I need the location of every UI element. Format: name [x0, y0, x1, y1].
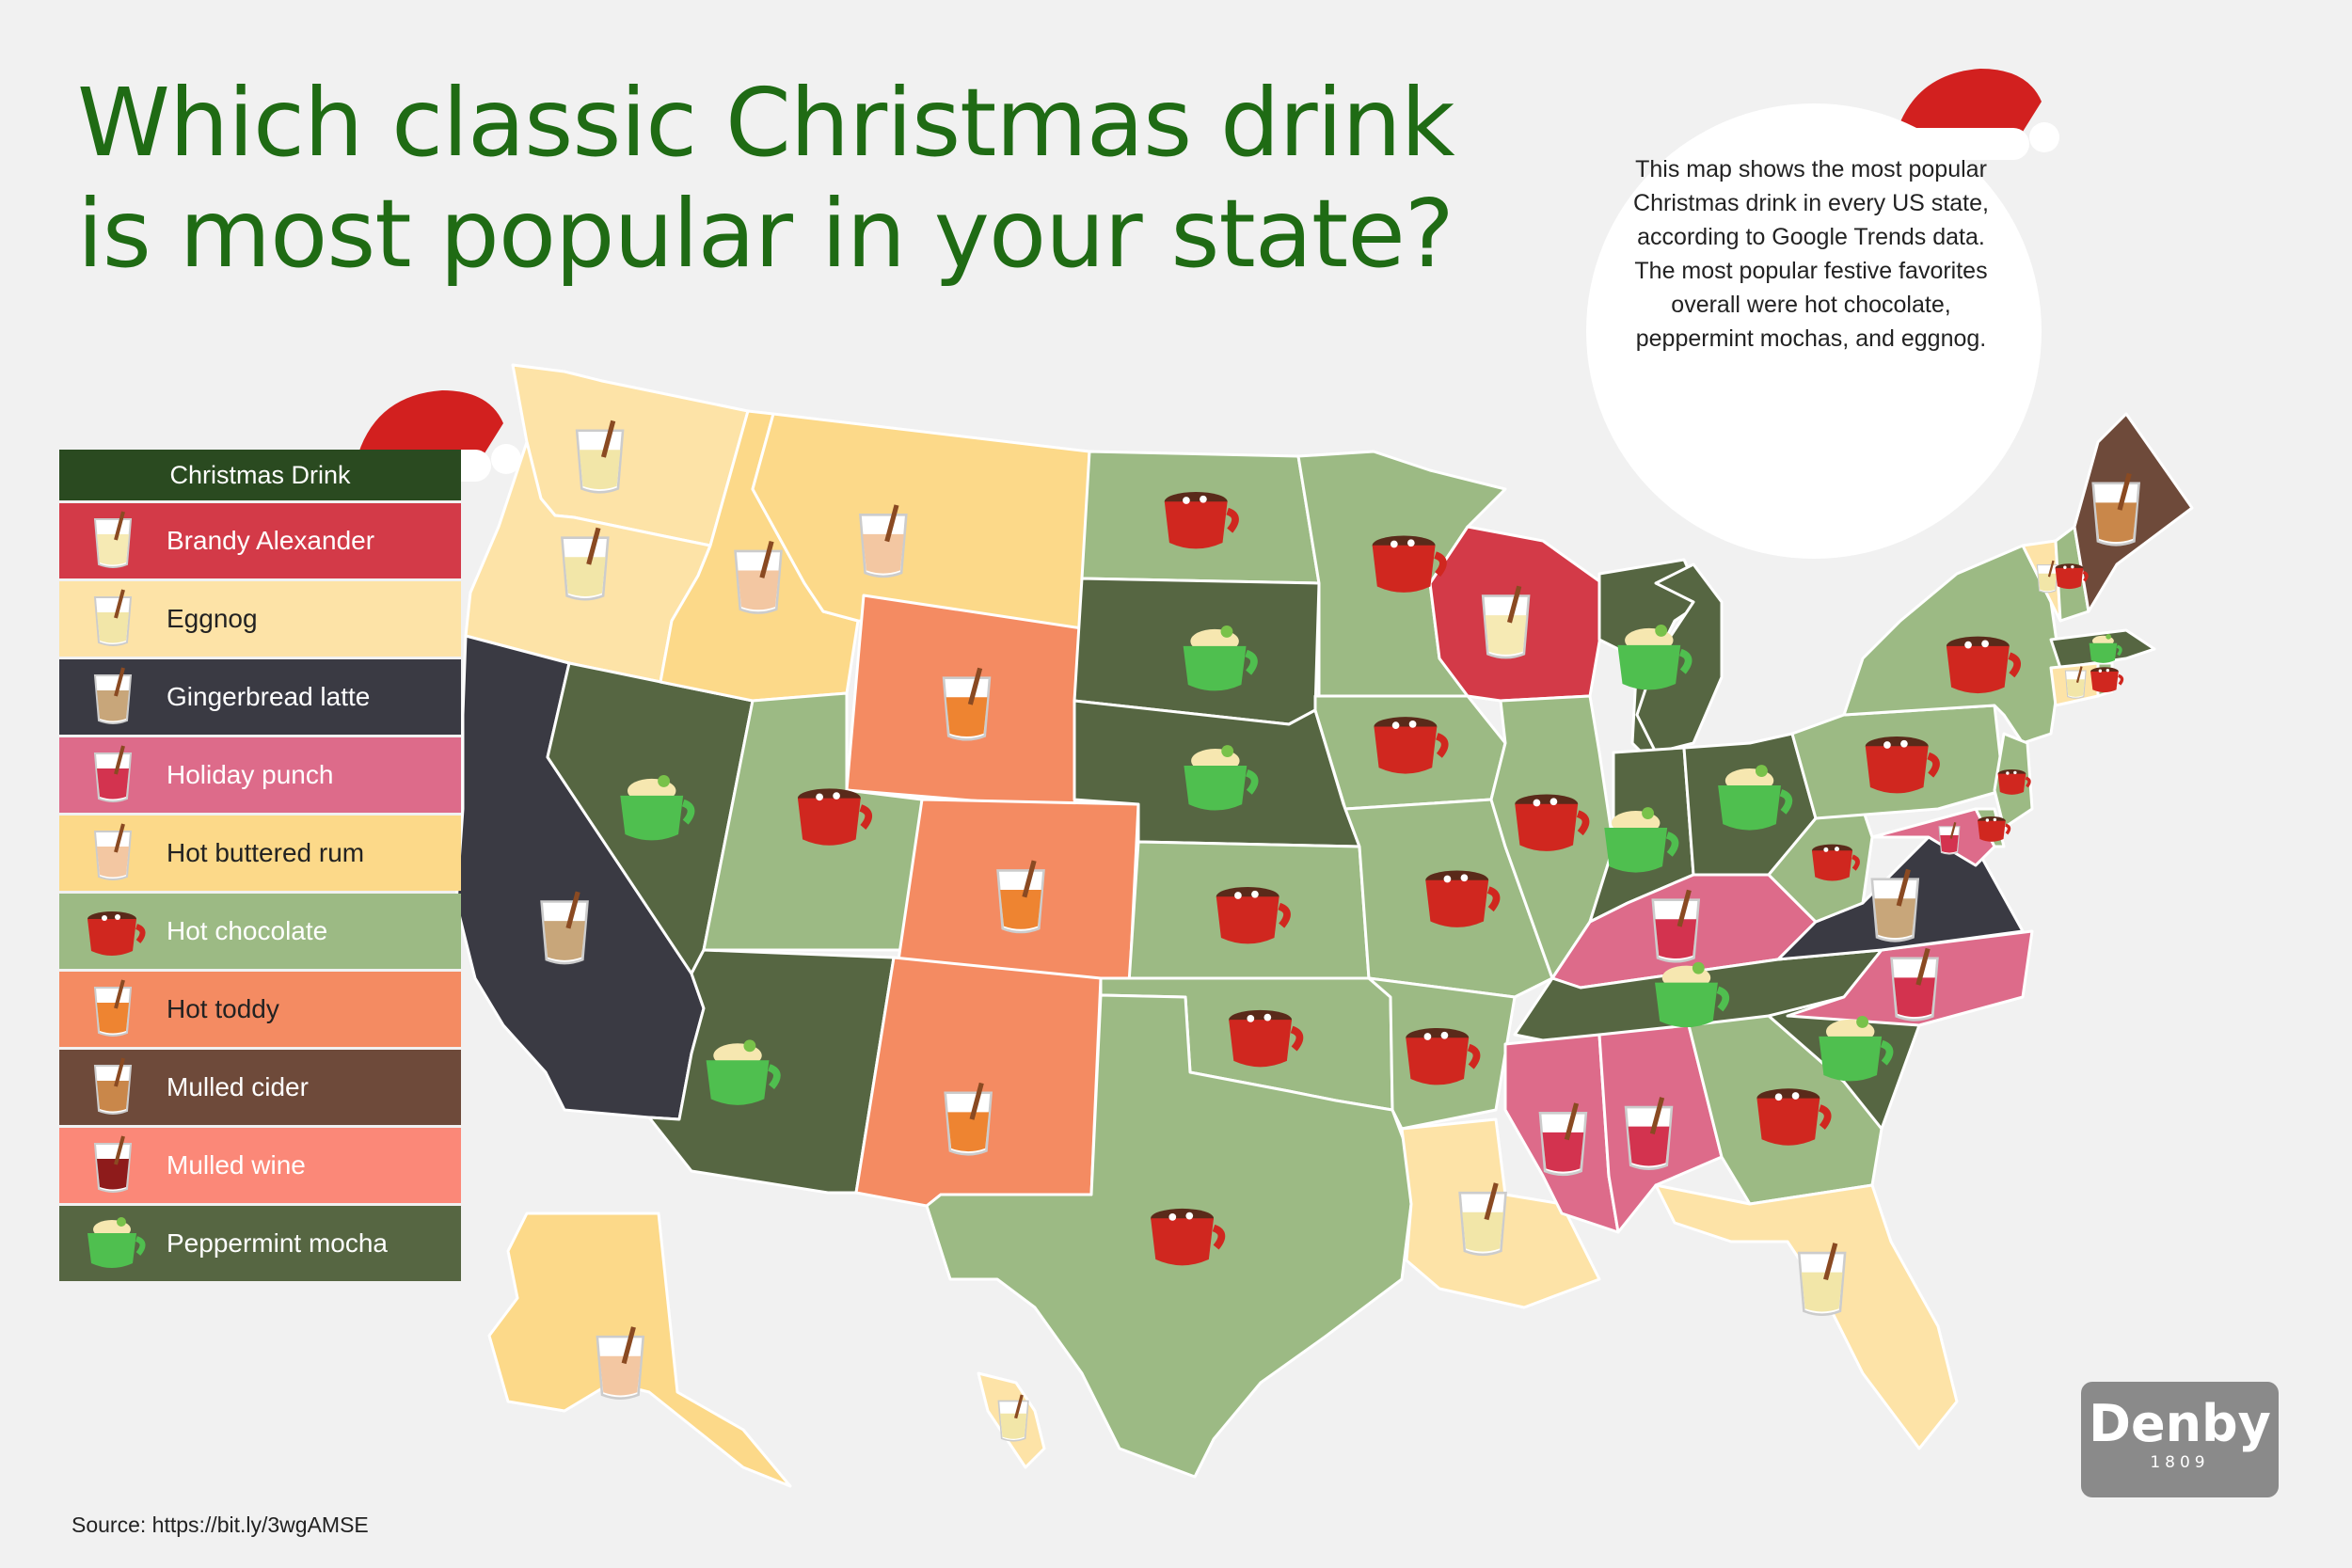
legend-item-rum: Hot buttered rum	[59, 816, 461, 891]
state-florida	[1654, 1183, 1959, 1450]
legend-item-toddy: Hot toddy	[59, 972, 461, 1047]
drink-marker-choc	[1406, 1028, 1481, 1085]
drink-marker-choc	[1946, 636, 2021, 694]
legend-item-wine: Mulled wine	[59, 1128, 461, 1203]
drink-marker-toddy	[944, 1082, 993, 1156]
drink-marker-mocha	[1617, 625, 1692, 690]
info-text: This map shows the most popular Christma…	[1633, 156, 1989, 352]
legend-item-eggnog: Eggnog	[59, 581, 461, 657]
toddy-glass-icon	[80, 976, 146, 1042]
drink-marker-cider	[2091, 472, 2140, 546]
drink-marker-choc	[1229, 1009, 1304, 1068]
state-maryland	[1870, 807, 1996, 867]
drink-marker-rum	[596, 1326, 645, 1400]
drink-marker-punch	[1890, 947, 1939, 1022]
drink-marker-mocha	[1604, 807, 1679, 873]
drink-marker-mocha	[1718, 765, 1793, 831]
legend-item-mocha: Peppermint mocha	[59, 1206, 461, 1281]
red-mug-icon	[80, 898, 146, 964]
drink-marker-choc	[1151, 1208, 1226, 1266]
legend-item-label: Peppermint mocha	[167, 1228, 389, 1258]
drink-marker-punch	[1538, 1102, 1588, 1177]
drink-marker-choc	[2090, 667, 2124, 693]
source-note: Source: https://bit.ly/3wgAMSE	[72, 1513, 369, 1537]
legend-title: Christmas Drink	[59, 450, 461, 500]
drink-marker-choc	[1425, 870, 1501, 927]
legend-item-label: Hot buttered rum	[167, 838, 365, 867]
legend-item-cider: Mulled cider	[59, 1050, 461, 1125]
page-title: Which classic Christmas drink is most po…	[77, 68, 1545, 290]
title-line-1: Which classic Christmas drink	[77, 68, 1455, 178]
drink-marker-mocha	[1819, 1016, 1894, 1082]
drink-marker-eggnog	[2036, 560, 2058, 594]
drink-marker-mocha	[1183, 626, 1258, 691]
drink-marker-punch	[1651, 889, 1701, 963]
title-line-2: is most popular in your state?	[77, 179, 1454, 289]
drink-marker-punch	[1624, 1097, 1674, 1170]
legend-item-label: Mulled cider	[167, 1072, 309, 1101]
drink-marker-choc	[797, 788, 873, 846]
brand-year: 1809	[2150, 1453, 2210, 1472]
drink-marker-choc	[1997, 769, 2031, 795]
drink-marker-choc	[1515, 794, 1590, 851]
state-new-mexico	[854, 956, 1103, 1208]
drink-marker-rum	[859, 504, 908, 578]
legend-item-punch: Holiday punch	[59, 737, 461, 813]
drink-marker-choc	[1811, 844, 1860, 881]
legend-item-label: Hot chocolate	[167, 916, 328, 945]
legend-item-brandy: Brandy Alexander	[59, 503, 461, 578]
drink-marker-rum	[734, 540, 783, 614]
legend-item-label: Mulled wine	[167, 1150, 306, 1180]
drink-marker-mocha	[1655, 961, 1730, 1028]
drink-marker-choc	[1756, 1088, 1832, 1146]
drink-marker-brandy	[1481, 585, 1531, 659]
rum-glass-icon	[80, 820, 146, 886]
legend-item-choc: Hot chocolate	[59, 894, 461, 969]
drink-marker-toddy	[942, 667, 992, 741]
info-circle	[1586, 103, 2042, 559]
eggnog-glass-icon	[80, 586, 146, 652]
drink-marker-eggnog	[575, 420, 625, 494]
drink-marker-choc	[1216, 887, 1291, 944]
wine-glass-icon	[80, 1132, 146, 1198]
drink-marker-eggnog	[1797, 1243, 1847, 1316]
drink-marker-choc	[1865, 736, 1940, 794]
brandy-glass-icon	[80, 508, 146, 574]
drink-marker-mocha	[706, 1039, 781, 1105]
drink-marker-choc	[2055, 563, 2089, 590]
drink-marker-choc	[1372, 535, 1447, 593]
legend-item-label: Holiday punch	[167, 760, 334, 789]
latte-glass-icon	[80, 664, 146, 730]
legend-item-label: Gingerbread latte	[167, 682, 371, 711]
drink-marker-punch	[1938, 821, 1961, 855]
legend-item-label: Hot toddy	[167, 994, 279, 1023]
drink-marker-eggnog	[997, 1394, 1029, 1442]
drink-marker-toddy	[996, 860, 1045, 934]
cider-glass-icon	[80, 1054, 146, 1120]
green-mug-icon	[80, 1211, 146, 1276]
brand-name: Denby	[2089, 1394, 2271, 1453]
drink-marker-mocha	[1184, 745, 1259, 811]
drink-marker-ginger	[1870, 868, 1920, 942]
legend: Christmas Drink Brandy Alexander Eggnog Gi…	[59, 450, 461, 1281]
drink-marker-mocha	[620, 775, 695, 841]
drink-marker-mocha	[2089, 634, 2122, 663]
legend-item-label: Eggnog	[167, 604, 258, 633]
drink-marker-choc	[1164, 492, 1239, 549]
brand-logo: Denby 1809	[2081, 1382, 2279, 1497]
drink-marker-ginger	[540, 891, 589, 965]
drink-marker-eggnog	[1458, 1182, 1507, 1257]
legend-item-ginger: Gingerbread latte	[59, 659, 461, 735]
legend-item-label: Brandy Alexander	[167, 526, 375, 555]
drink-marker-choc	[1978, 816, 2011, 842]
drink-marker-choc	[1374, 717, 1449, 774]
punch-glass-icon	[80, 742, 146, 808]
drink-marker-eggnog	[2064, 666, 2087, 699]
drink-marker-eggnog	[561, 527, 610, 601]
